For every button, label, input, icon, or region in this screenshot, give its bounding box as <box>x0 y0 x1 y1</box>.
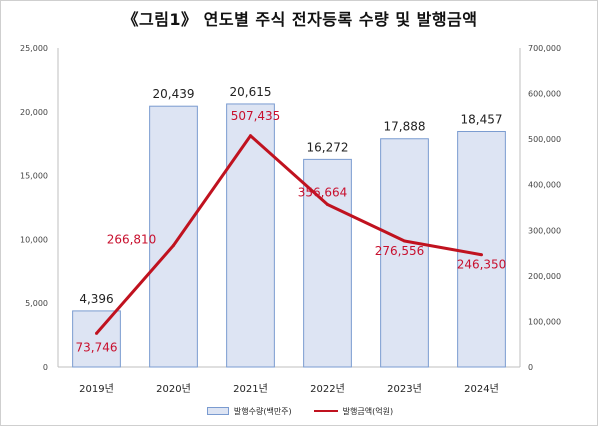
legend-label-amount: 발행금액(억원) <box>342 406 394 416</box>
line-series-amount <box>95 134 482 335</box>
x-tick-label: 2019년 <box>79 383 114 395</box>
bar <box>380 138 429 368</box>
legend-label-quantity: 발행수량(백만주) <box>233 406 292 416</box>
line-value-label: 266,810 <box>107 232 157 246</box>
y-left-tick-label: 5,000 <box>25 299 48 308</box>
legend-item-amount: 발행금액(억원) <box>313 406 394 417</box>
x-tick-label: 2021년 <box>233 383 268 395</box>
line-point <box>403 239 406 243</box>
y-right-tick-label: 300,000 <box>528 226 561 235</box>
y-left-tick-label: 15,000 <box>20 172 48 181</box>
y-right-tick-label: 100,000 <box>528 317 561 326</box>
bar <box>226 103 275 368</box>
bar-value-label: 20,439 <box>153 87 195 101</box>
y-left-tick-label: 25,000 <box>20 44 48 53</box>
bar-value-label: 17,888 <box>384 120 426 134</box>
legend-bar-swatch <box>206 407 229 415</box>
bar-value-label: 18,457 <box>461 112 503 126</box>
line-value-label: 507,435 <box>231 109 281 123</box>
bar <box>303 158 352 368</box>
y-left-tick-label: 20,000 <box>20 108 48 117</box>
line-value-label: 276,556 <box>375 244 425 258</box>
line-point <box>480 253 483 257</box>
line-value-label: 73,746 <box>76 340 118 354</box>
line-value-label: 356,664 <box>298 185 348 199</box>
y-right-tick-label: 200,000 <box>528 272 561 281</box>
x-tick-label: 2020년 <box>156 383 191 395</box>
legend-line-swatch <box>313 410 338 412</box>
y-right-tick-label: 700,000 <box>528 44 561 53</box>
y-right-tick-label: 600,000 <box>528 90 561 99</box>
x-tick-label: 2024년 <box>464 383 499 395</box>
y-left-tick-label: 0 <box>43 363 48 372</box>
chart-title: 《그림1》 연도별 주식 전자등록 수량 및 발행금액 <box>122 10 478 29</box>
bar-value-label: 16,272 <box>307 140 349 154</box>
bar <box>72 310 121 368</box>
x-tick-label: 2023년 <box>387 383 422 395</box>
legend: 발행수량(백만주) 발행금액(억원) <box>0 402 600 420</box>
line-point <box>95 331 98 335</box>
y-right-tick-label: 500,000 <box>528 135 561 144</box>
line-value-label: 246,350 <box>457 258 507 272</box>
line-point <box>172 243 175 247</box>
line-point <box>326 202 329 206</box>
bar <box>457 130 506 368</box>
line-point <box>249 134 252 138</box>
x-tick-label: 2022년 <box>310 383 345 395</box>
legend-item-quantity: 발행수량(백만주) <box>206 406 292 417</box>
y-right-tick-label: 400,000 <box>528 181 561 190</box>
y-right-tick-label: 0 <box>528 363 533 372</box>
bar <box>149 105 198 368</box>
bar-value-label: 4,396 <box>79 292 113 306</box>
bar-value-label: 20,615 <box>230 85 272 99</box>
y-left-tick-label: 10,000 <box>20 235 48 244</box>
